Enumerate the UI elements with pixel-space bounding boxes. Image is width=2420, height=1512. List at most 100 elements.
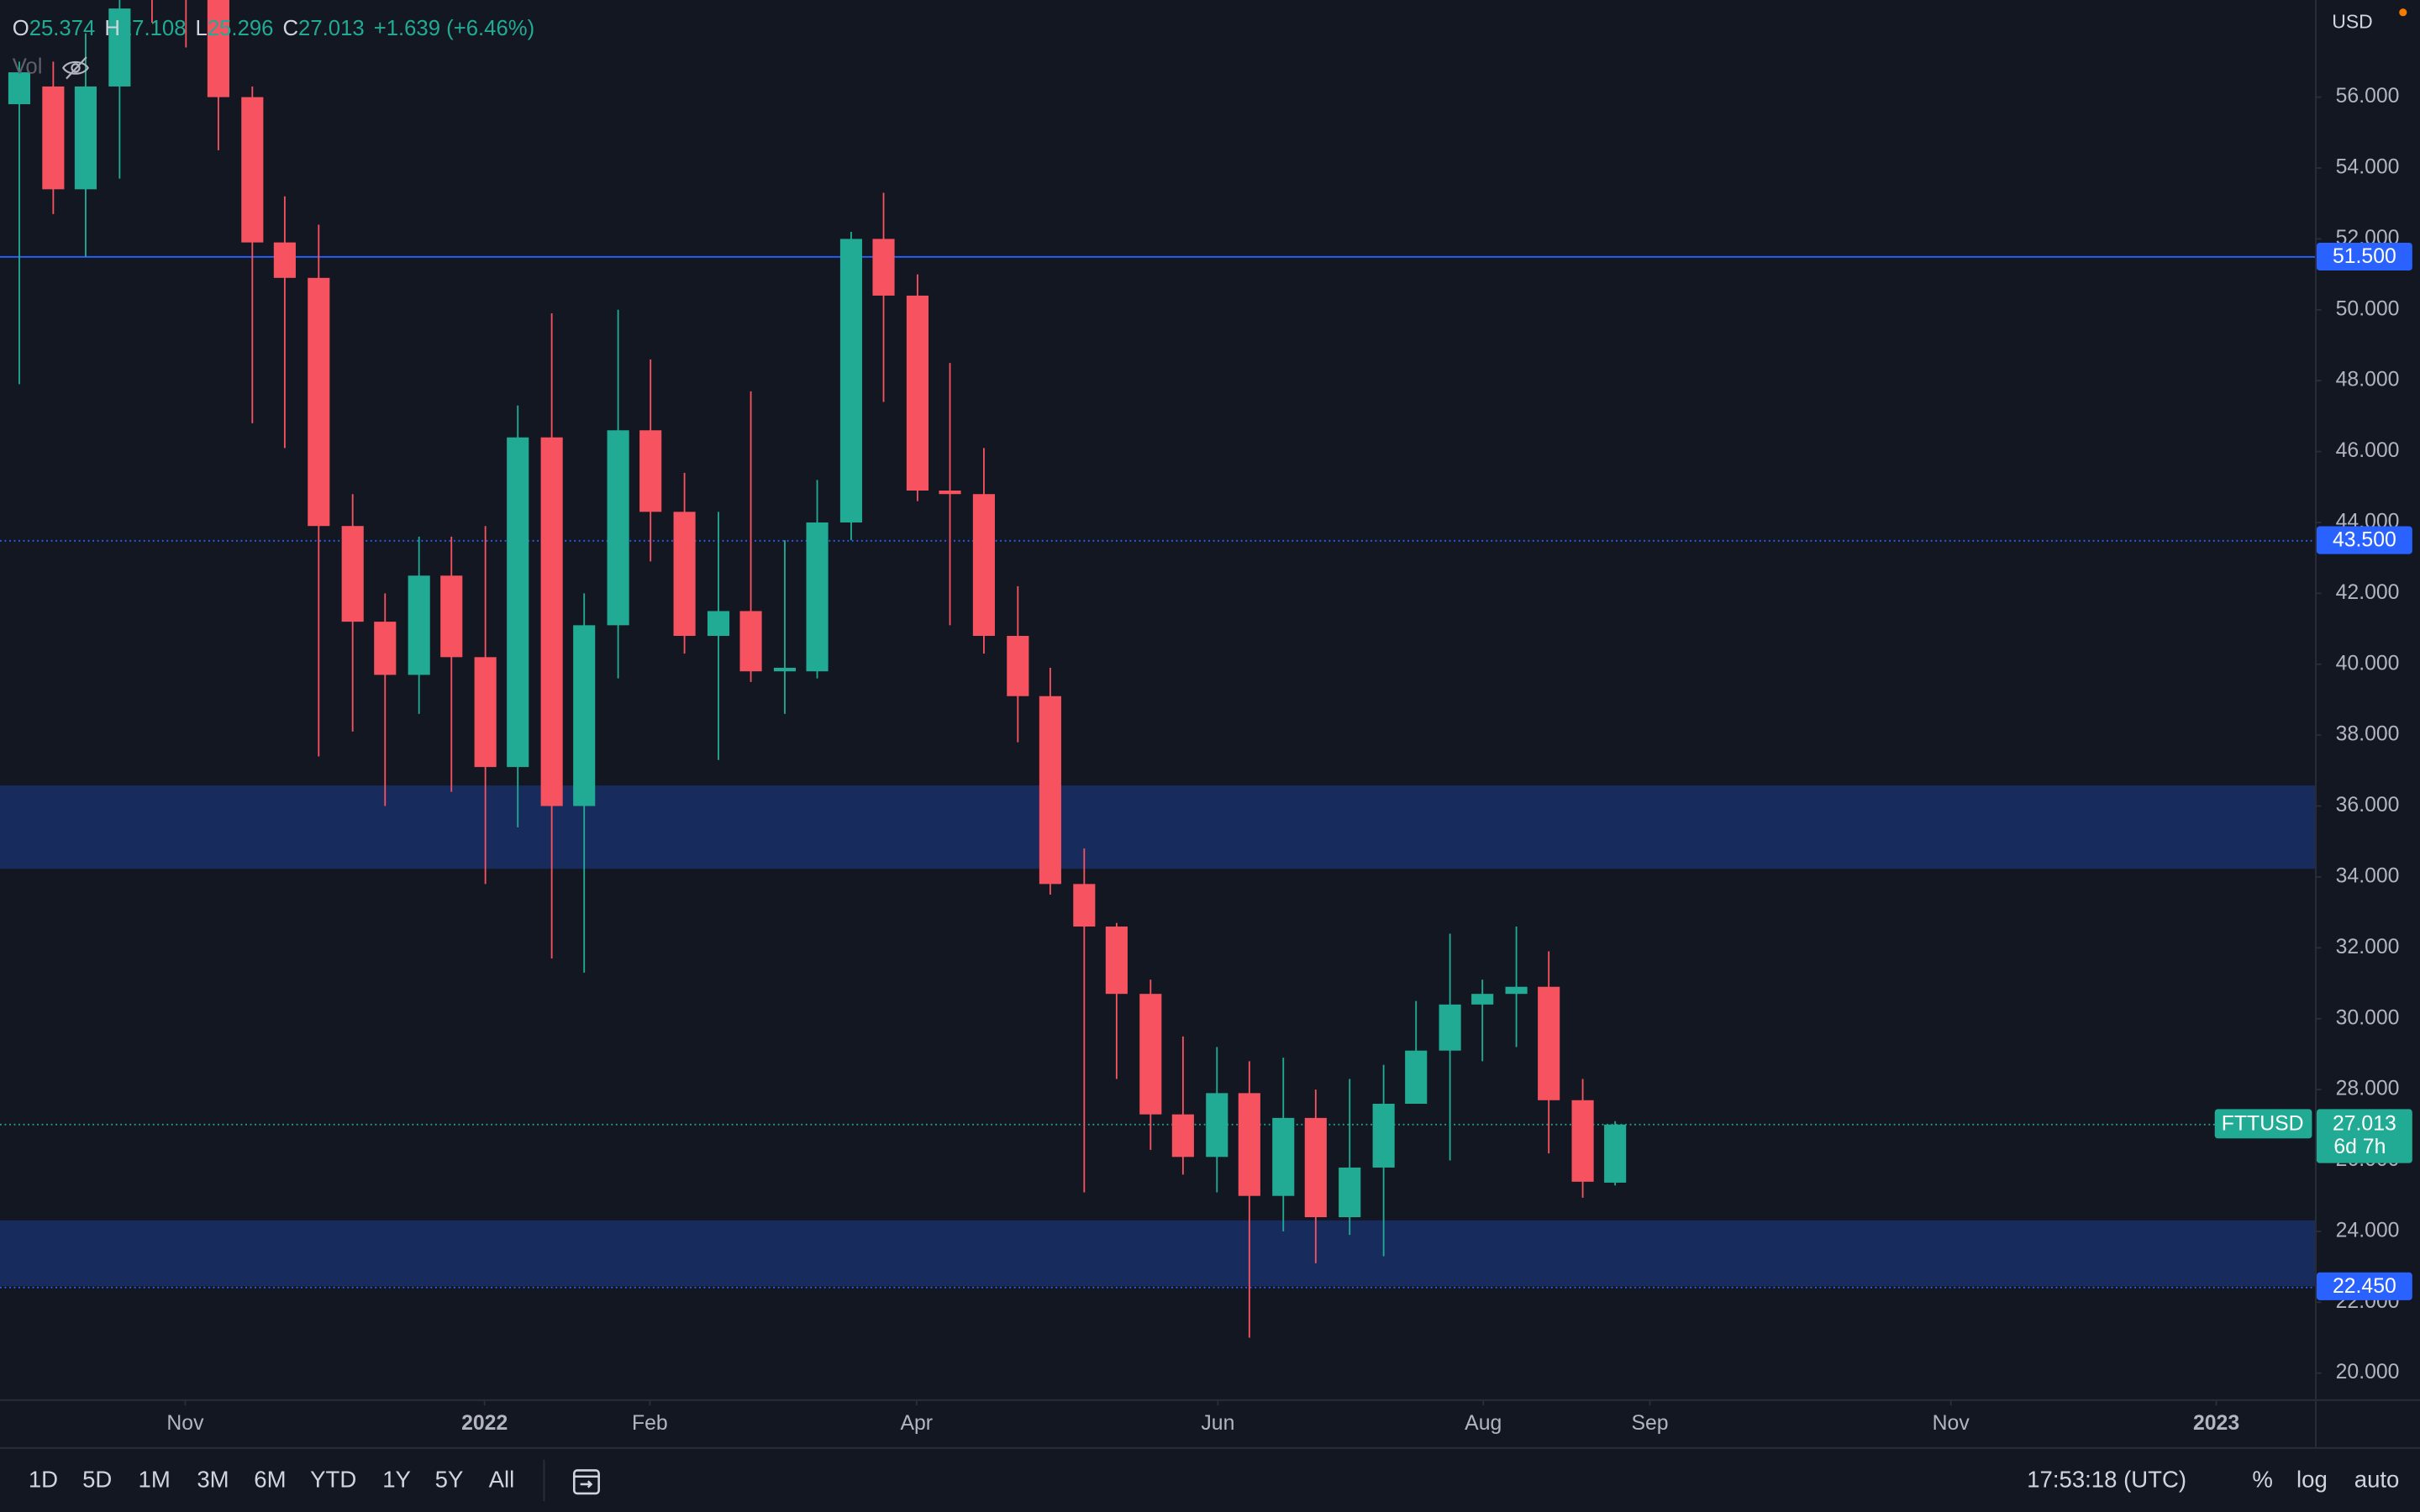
- notice-dot: [2399, 8, 2407, 17]
- candle-body: [1571, 1100, 1594, 1182]
- overlay: 20.00022.00024.00026.00028.00030.00032.0…: [13, 8, 2412, 1493]
- ohlc-item: O: [13, 17, 29, 40]
- scale-button[interactable]: auto: [2354, 1467, 2400, 1493]
- x-tick-label: Sep: [1631, 1412, 1668, 1435]
- candle-body: [1304, 1117, 1327, 1218]
- x-tick-label: Nov: [1933, 1412, 1970, 1435]
- ohlc-header: O25.374 H27.108 L25.296 C27.013 +1.639 (+6.4…: [13, 17, 534, 40]
- candle-body: [1238, 1093, 1260, 1196]
- candle-body: [839, 239, 863, 522]
- candle-body: [1206, 1093, 1228, 1158]
- x-tick-label: Feb: [632, 1412, 668, 1435]
- candle-body: [1007, 636, 1029, 696]
- candle-body: [408, 575, 430, 675]
- candle-body: [707, 611, 730, 637]
- ohlc-item: 25.374: [29, 17, 96, 40]
- level-label-bg: [2316, 242, 2412, 271]
- candle-body: [474, 657, 497, 768]
- candle-body: [1139, 994, 1162, 1115]
- x-tick-label: Nov: [166, 1412, 204, 1435]
- y-tick-label: 40.000: [2336, 652, 2400, 675]
- candle-body: [1439, 1004, 1461, 1051]
- y-tick-label: 42.000: [2336, 581, 2400, 604]
- y-tick-label: 20.000: [2336, 1361, 2400, 1383]
- symbol-label-bg: [2214, 1109, 2312, 1139]
- clock[interactable]: 17:53:18 (UTC): [2027, 1467, 2186, 1493]
- range-button[interactable]: 1M: [139, 1467, 171, 1493]
- candle-body: [573, 625, 596, 806]
- range-button[interactable]: YTD: [310, 1467, 356, 1493]
- candle-body: [1372, 1103, 1395, 1168]
- price-label-bg: [2316, 1109, 2412, 1163]
- x-tick-label: Aug: [1465, 1412, 1502, 1435]
- y-tick-label: 34.000: [2336, 864, 2400, 887]
- y-tick-label: 38.000: [2336, 723, 2400, 746]
- candle-body: [8, 72, 31, 105]
- range-button[interactable]: 5D: [82, 1467, 112, 1493]
- ohlc-item: 27.108: [120, 17, 187, 40]
- candle-body: [806, 522, 829, 672]
- range-button[interactable]: 3M: [197, 1467, 229, 1493]
- y-tick-label: 48.000: [2336, 369, 2400, 391]
- candle-body: [1171, 1114, 1194, 1158]
- candle-body: [1272, 1117, 1295, 1196]
- candle-body: [1538, 986, 1560, 1100]
- date-range-icon[interactable]: [572, 1469, 600, 1495]
- candle-body: [74, 86, 97, 190]
- scale-button[interactable]: log: [2296, 1467, 2328, 1493]
- ohlc-item: H: [104, 17, 120, 40]
- level-label: 51.500: [2333, 245, 2396, 268]
- candle-body: [739, 611, 762, 672]
- level-label-bg: [2316, 1272, 2412, 1300]
- eye-slash: [66, 56, 87, 80]
- y-tick-label: 46.000: [2336, 439, 2400, 462]
- hide-volume-icon[interactable]: [62, 56, 89, 80]
- range-button[interactable]: 1D: [29, 1467, 58, 1493]
- ohlc-item: C: [282, 17, 298, 40]
- eye-pupil: [71, 63, 81, 73]
- candle-body: [773, 667, 797, 672]
- candle-body: [939, 490, 961, 495]
- ohlc-item: 27.013: [298, 17, 365, 40]
- candle-body: [1039, 696, 1061, 885]
- candle-body: [440, 575, 463, 658]
- x-tick-label: Jun: [1201, 1412, 1234, 1435]
- candle-body: [872, 239, 895, 296]
- candle-body: [308, 277, 330, 527]
- candle-body: [673, 512, 696, 637]
- candle-body: [374, 622, 397, 675]
- candle-body: [906, 295, 929, 491]
- candle-body: [1339, 1167, 1361, 1218]
- y-tick-label: 54.000: [2336, 156, 2400, 179]
- price-label: 27.013: [2333, 1112, 2396, 1135]
- zone: [0, 1220, 2316, 1287]
- eye: [62, 60, 89, 75]
- level-label: 22.450: [2333, 1275, 2396, 1298]
- volume-label: Vol: [13, 55, 43, 79]
- zone: [0, 785, 2316, 869]
- candle-body: [507, 437, 529, 768]
- candle-body: [42, 86, 65, 190]
- y-tick-label: 36.000: [2336, 794, 2400, 816]
- candle-body: [1405, 1050, 1428, 1104]
- range-button[interactable]: 1Y: [382, 1467, 411, 1493]
- x-tick-label: 2023: [2193, 1412, 2239, 1435]
- range-button[interactable]: 5Y: [435, 1467, 464, 1493]
- candle-body: [972, 494, 995, 637]
- range-button[interactable]: 6M: [254, 1467, 286, 1493]
- x-tick-label: 2022: [461, 1412, 508, 1435]
- y-tick-label: 50.000: [2336, 297, 2400, 320]
- plot-area: [0, 0, 2316, 1338]
- scale-button[interactable]: %: [2252, 1467, 2273, 1493]
- range-button[interactable]: All: [489, 1467, 515, 1493]
- currency[interactable]: USD: [2332, 11, 2372, 33]
- candle-body: [1505, 986, 1528, 995]
- candle-body: [1105, 927, 1128, 995]
- candle-body: [1471, 994, 1494, 1005]
- candle-body: [639, 430, 662, 512]
- level-label: 43.500: [2333, 529, 2396, 552]
- candle-body: [1073, 884, 1096, 927]
- candle-body: [540, 437, 563, 806]
